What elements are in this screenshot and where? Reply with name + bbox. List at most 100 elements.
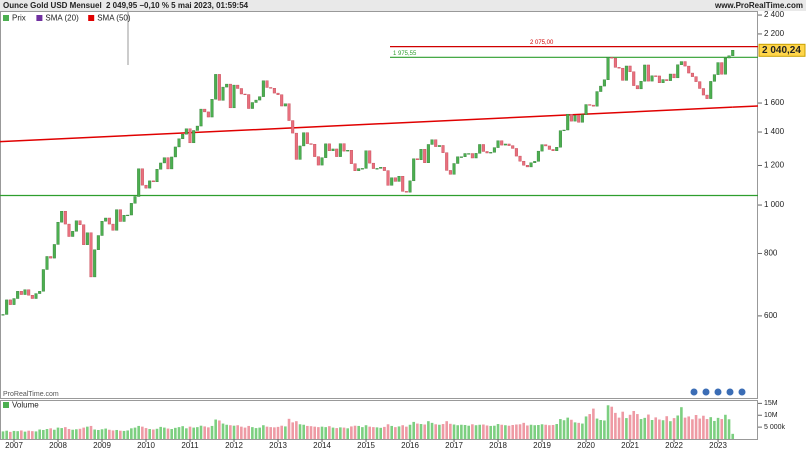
candle	[107, 217, 111, 225]
candle	[481, 144, 485, 152]
candle	[118, 209, 122, 222]
candle	[148, 180, 152, 189]
volume-bar	[595, 418, 599, 439]
candle	[206, 111, 210, 118]
last-price-box	[758, 43, 806, 57]
volume-bar	[463, 424, 467, 439]
volume-bar	[559, 419, 562, 439]
volume-bar	[702, 415, 705, 439]
volume-bar	[199, 425, 203, 439]
volume-bar	[309, 426, 313, 439]
x-tick-label: 2023	[709, 441, 727, 450]
candle	[665, 79, 669, 81]
volume-bar	[691, 419, 694, 439]
candle	[382, 167, 386, 171]
x-tick-label: 2014	[313, 441, 331, 450]
volume-bar	[397, 426, 401, 439]
candle	[709, 81, 713, 99]
volume-bar	[188, 426, 192, 439]
candle	[690, 72, 694, 77]
volume-bar	[27, 430, 30, 439]
volume-y-tick-label: 5 000k	[764, 424, 786, 431]
y-tick-label: 2 400	[764, 10, 785, 19]
y-tick-label: 800	[764, 249, 778, 258]
candle	[522, 160, 526, 166]
candle	[38, 291, 42, 294]
legend-label: SMA (20)	[45, 14, 79, 23]
candle	[239, 88, 243, 95]
candle	[525, 165, 529, 168]
volume-bar	[504, 425, 507, 439]
volume-bar	[152, 429, 155, 439]
chart-title: Ounce Gold USD Mensuel	[3, 1, 102, 10]
trendline-extension	[732, 105, 759, 108]
candle	[63, 211, 67, 225]
candle	[261, 80, 265, 97]
volume-bar	[23, 431, 27, 439]
x-tick-label: 2016	[401, 441, 419, 450]
volume-bar	[493, 425, 496, 439]
candle	[243, 93, 247, 96]
volume-bar	[661, 420, 665, 439]
volume-legend-swatch	[3, 402, 9, 408]
candle	[657, 75, 661, 83]
volume-bar	[86, 426, 89, 439]
x-tick-label: 2018	[489, 441, 507, 450]
volume-bar	[324, 427, 327, 439]
volume-bar	[581, 423, 584, 439]
volume-bar	[423, 424, 427, 439]
volume-bar	[441, 424, 445, 439]
volume-bar	[60, 428, 63, 439]
candle	[452, 163, 456, 175]
volume-bar	[496, 424, 500, 439]
candle	[225, 83, 229, 88]
candle	[573, 115, 577, 122]
candle	[602, 79, 606, 87]
volume-bar	[236, 425, 239, 439]
volume-bar	[526, 425, 529, 439]
candle	[269, 87, 273, 89]
watermark: ProRealTime.com	[3, 391, 59, 398]
candle	[364, 150, 368, 169]
candle	[346, 150, 350, 152]
x-tick-label: 2009	[93, 441, 111, 450]
volume-bar	[170, 429, 173, 439]
candle	[632, 71, 636, 86]
candle	[489, 152, 493, 154]
candle	[672, 73, 676, 79]
volume-bar	[276, 426, 280, 439]
candle	[93, 249, 97, 278]
volume-bar	[515, 424, 518, 439]
candle	[577, 115, 581, 123]
volume-bar	[45, 429, 49, 439]
legend-swatch	[88, 15, 95, 21]
volume-bar	[159, 426, 162, 439]
candle	[291, 120, 295, 134]
candle	[716, 62, 720, 75]
candle	[654, 75, 658, 77]
candle	[558, 130, 562, 148]
volume-bar	[181, 426, 184, 439]
volume-bar	[628, 414, 632, 439]
candle	[41, 269, 45, 292]
y-tick-label: 1 400	[764, 127, 785, 136]
candle	[162, 157, 166, 164]
candle	[5, 299, 9, 315]
volume-bar	[100, 429, 104, 439]
candle	[705, 94, 709, 99]
candle	[529, 162, 533, 168]
volume-bar	[34, 431, 38, 439]
volume-bar	[390, 425, 394, 439]
candle	[122, 215, 126, 222]
volume-bar	[430, 422, 434, 439]
x-tick-label: 2019	[533, 441, 551, 450]
volume-bar	[683, 417, 687, 439]
x-tick-label: 2020	[577, 441, 595, 450]
volume-bar	[482, 424, 485, 439]
volume-bar	[126, 430, 129, 439]
volume-bar	[449, 423, 452, 439]
candle	[419, 149, 423, 160]
volume-bar	[639, 419, 643, 439]
volume-bar	[625, 418, 628, 439]
volume-bar	[258, 427, 261, 439]
